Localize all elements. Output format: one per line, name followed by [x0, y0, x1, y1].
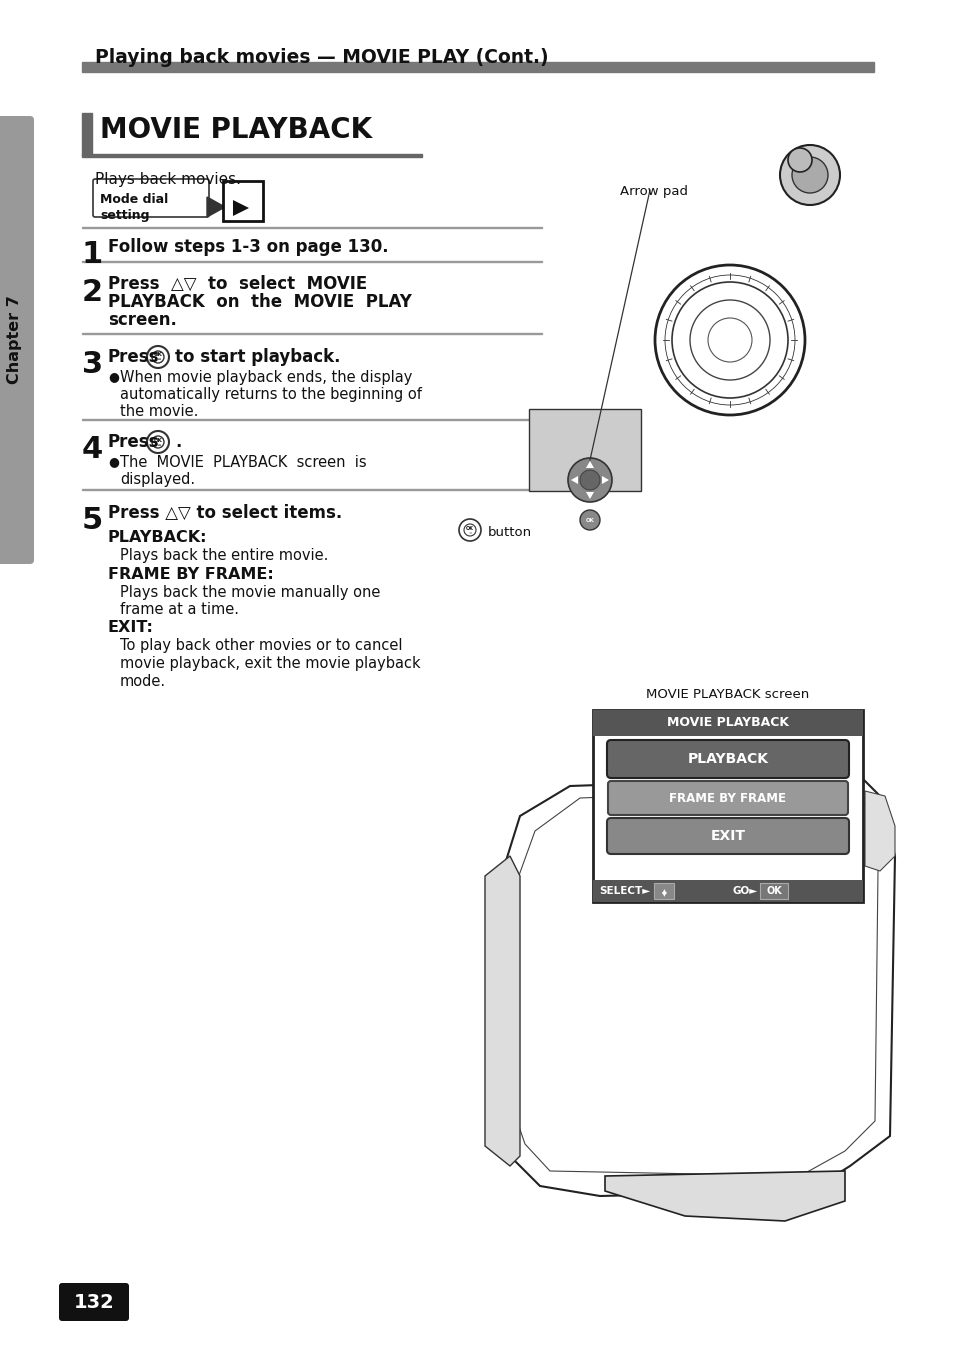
FancyBboxPatch shape — [606, 740, 848, 778]
Text: 1: 1 — [82, 240, 103, 269]
Text: Chapter 7: Chapter 7 — [8, 296, 23, 385]
Polygon shape — [484, 856, 519, 1166]
Text: ═: ═ — [156, 358, 159, 362]
Circle shape — [567, 458, 612, 502]
Text: automatically returns to the beginning of: automatically returns to the beginning o… — [120, 388, 421, 402]
Bar — [82, 153, 421, 157]
FancyBboxPatch shape — [607, 781, 847, 814]
Circle shape — [780, 145, 840, 205]
Text: Press △▽ to select items.: Press △▽ to select items. — [108, 503, 342, 522]
Circle shape — [579, 510, 599, 530]
Text: EXIT:: EXIT: — [108, 621, 153, 635]
Polygon shape — [604, 1171, 844, 1221]
Text: FRAME BY FRAME: FRAME BY FRAME — [669, 791, 785, 805]
FancyBboxPatch shape — [529, 409, 640, 491]
Bar — [82, 62, 873, 71]
FancyBboxPatch shape — [760, 883, 787, 899]
Text: Plays back the entire movie.: Plays back the entire movie. — [120, 548, 328, 563]
Text: ═: ═ — [156, 443, 159, 447]
Text: Arrow pad: Arrow pad — [619, 184, 687, 198]
FancyBboxPatch shape — [223, 180, 263, 221]
Polygon shape — [233, 201, 249, 215]
Text: OK: OK — [585, 517, 594, 522]
Text: Press: Press — [108, 433, 159, 451]
Text: frame at a time.: frame at a time. — [120, 602, 239, 616]
Polygon shape — [207, 197, 225, 217]
Text: GO►: GO► — [732, 886, 758, 896]
Text: Press  △▽  to  select  MOVIE: Press △▽ to select MOVIE — [108, 275, 367, 293]
Text: Press: Press — [108, 349, 159, 366]
Text: ●: ● — [108, 455, 119, 468]
Text: MOVIE PLAYBACK screen: MOVIE PLAYBACK screen — [646, 688, 809, 701]
Text: button: button — [488, 526, 532, 538]
FancyBboxPatch shape — [59, 1283, 129, 1320]
Text: The  MOVIE  PLAYBACK  screen  is: The MOVIE PLAYBACK screen is — [120, 455, 366, 470]
Bar — [593, 709, 862, 736]
Polygon shape — [864, 791, 894, 871]
Text: Plays back movies.: Plays back movies. — [95, 172, 241, 187]
Text: displayed.: displayed. — [120, 472, 195, 487]
Text: ●: ● — [108, 370, 119, 384]
Text: To play back other movies or to cancel: To play back other movies or to cancel — [120, 638, 402, 653]
Polygon shape — [585, 493, 594, 499]
Text: When movie playback ends, the display: When movie playback ends, the display — [120, 370, 412, 385]
Text: 132: 132 — [73, 1292, 114, 1311]
Text: .: . — [174, 433, 181, 451]
Text: Playing back movies — MOVIE PLAY (Cont.): Playing back movies — MOVIE PLAY (Cont.) — [95, 48, 548, 67]
Text: 2: 2 — [82, 279, 103, 307]
Text: PLAYBACK  on  the  MOVIE  PLAY: PLAYBACK on the MOVIE PLAY — [108, 293, 412, 311]
Text: Mode dial
setting: Mode dial setting — [100, 192, 168, 222]
Text: =: = — [468, 532, 471, 534]
Text: movie playback, exit the movie playback: movie playback, exit the movie playback — [120, 656, 420, 672]
Text: MOVIE PLAYBACK: MOVIE PLAYBACK — [100, 116, 372, 144]
FancyBboxPatch shape — [654, 883, 673, 899]
FancyBboxPatch shape — [0, 116, 34, 564]
Circle shape — [787, 148, 811, 172]
Text: screen.: screen. — [108, 311, 176, 328]
Polygon shape — [585, 460, 594, 468]
Text: OK: OK — [765, 886, 781, 896]
Bar — [593, 709, 862, 902]
Text: to start playback.: to start playback. — [174, 349, 340, 366]
Text: Follow steps 1-3 on page 130.: Follow steps 1-3 on page 130. — [108, 238, 388, 256]
Text: PLAYBACK: PLAYBACK — [687, 752, 768, 766]
Text: ▼: ▼ — [661, 892, 666, 896]
Bar — [82, 113, 91, 155]
Text: ▲: ▲ — [661, 888, 666, 894]
Text: mode.: mode. — [120, 674, 166, 689]
Circle shape — [791, 157, 827, 192]
Text: EXIT: EXIT — [710, 829, 744, 843]
Text: 5: 5 — [82, 506, 103, 534]
Bar — [593, 880, 862, 902]
Text: 3: 3 — [82, 350, 103, 380]
Text: OK: OK — [466, 526, 474, 532]
Text: 4: 4 — [82, 435, 103, 464]
Polygon shape — [601, 476, 608, 485]
Text: OK: OK — [153, 353, 162, 358]
Text: FRAME BY FRAME:: FRAME BY FRAME: — [108, 567, 274, 581]
Polygon shape — [571, 476, 578, 485]
Text: the movie.: the movie. — [120, 404, 198, 419]
Text: Plays back the movie manually one: Plays back the movie manually one — [120, 586, 380, 600]
FancyBboxPatch shape — [606, 818, 848, 853]
Text: SELECT►: SELECT► — [598, 886, 650, 896]
Circle shape — [579, 470, 599, 490]
Text: PLAYBACK:: PLAYBACK: — [108, 530, 208, 545]
Text: OK: OK — [153, 437, 162, 443]
Text: MOVIE PLAYBACK: MOVIE PLAYBACK — [666, 716, 788, 730]
FancyBboxPatch shape — [92, 179, 209, 217]
